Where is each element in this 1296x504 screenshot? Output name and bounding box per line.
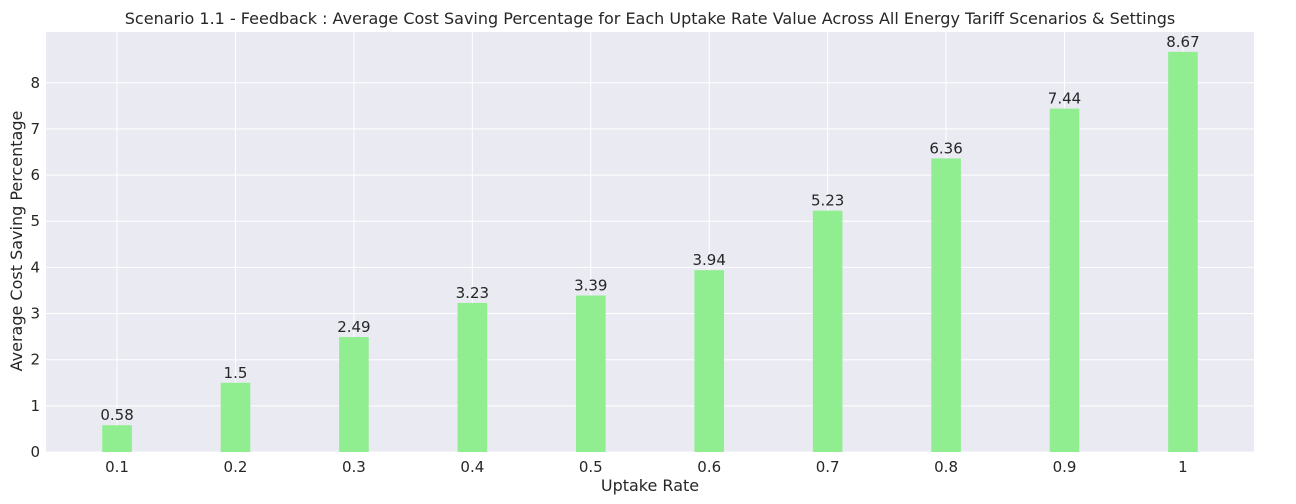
x-tick-label: 0.3: [342, 458, 366, 476]
bar-value-label: 2.49: [337, 318, 370, 336]
bar: [575, 295, 606, 452]
bar-value-label: 7.44: [1048, 90, 1081, 108]
bar-value-label: 3.39: [574, 277, 607, 295]
y-axis-label: Average Cost Saving Percentage: [7, 111, 26, 372]
bar: [339, 337, 369, 452]
grid-lines: [46, 32, 1254, 453]
bar: [1168, 51, 1198, 452]
bar-value-label: 3.94: [693, 251, 726, 269]
bar-value-label: 1.5: [224, 364, 248, 382]
bar: [1049, 108, 1080, 452]
y-tick-label: 5: [30, 212, 40, 230]
chart-title: Scenario 1.1 - Feedback : Average Cost S…: [125, 9, 1175, 28]
bar-value-label: 5.23: [811, 192, 844, 210]
x-tick-label: 1: [1178, 458, 1188, 476]
bar: [457, 302, 488, 452]
bar: [694, 270, 725, 452]
bar: [931, 158, 961, 452]
y-tick-label: 2: [30, 351, 40, 369]
bar-value-label: 0.58: [100, 406, 133, 424]
data-labels: 0.58 1.5 2.49 3.23 3.39 3.94 5.23 6.36 7.44 8.67: [100, 33, 1199, 424]
bar-value-label: 8.67: [1166, 33, 1199, 51]
y-tick-label: 1: [30, 397, 40, 415]
x-tick-label: 0.5: [579, 458, 603, 476]
x-tick-label: 0.2: [224, 458, 248, 476]
x-tick-label: 0.7: [816, 458, 840, 476]
bar: [220, 382, 251, 452]
y-tick-label: 3: [30, 305, 40, 323]
x-tick-label: 0.9: [1053, 458, 1077, 476]
x-tick-label: 0.1: [105, 458, 129, 476]
bar-value-label: 6.36: [929, 139, 962, 157]
y-tick-labels: 0 1 2 3 4 5 6 7 8: [30, 74, 40, 461]
y-tick-label: 0: [30, 443, 40, 461]
x-tick-label: 0.4: [460, 458, 484, 476]
x-axis-label: Uptake Rate: [601, 476, 699, 495]
y-tick-label: 6: [30, 166, 40, 184]
x-tick-label: 0.8: [934, 458, 958, 476]
bar-value-label: 3.23: [456, 284, 489, 302]
bar: [812, 210, 843, 452]
y-tick-label: 8: [30, 74, 40, 92]
x-tick-labels: 0.1 0.2 0.3 0.4 0.5 0.6 0.7 0.8 0.9 1: [105, 458, 1188, 476]
y-tick-label: 7: [30, 120, 40, 138]
bars: [102, 51, 1198, 452]
bar: [102, 425, 132, 452]
y-tick-label: 4: [30, 258, 40, 276]
x-tick-label: 0.6: [697, 458, 721, 476]
